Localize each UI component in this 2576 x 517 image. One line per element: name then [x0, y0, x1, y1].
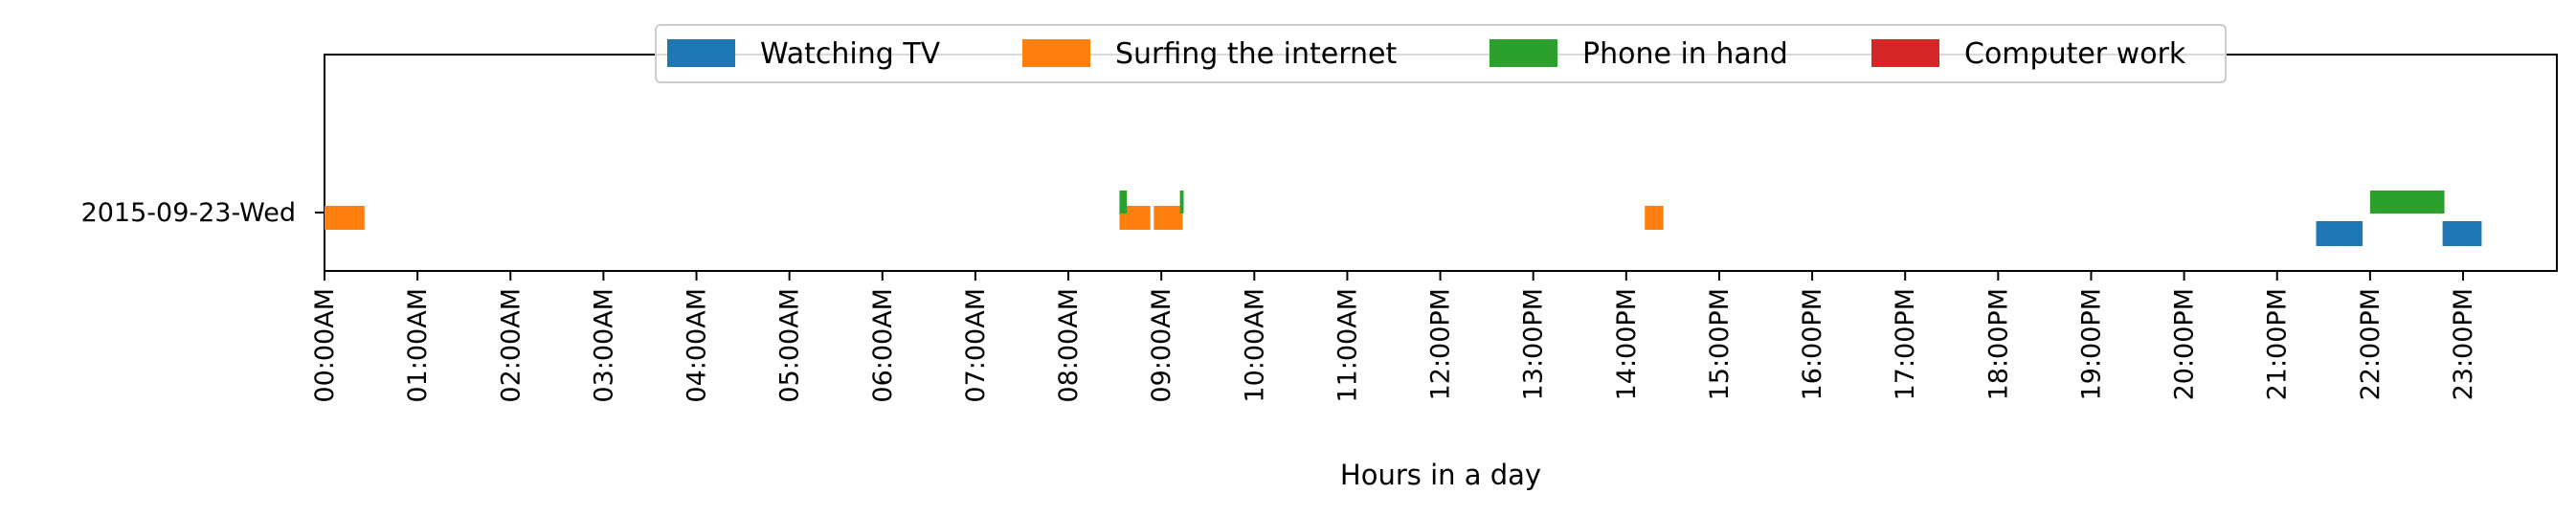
bar-surfing-the-internet-0: [325, 206, 365, 230]
x-axis: 00:00AM 01:00AM 02:00AM 03:00AM 04:00AM 05:00…: [310, 271, 2478, 403]
legend-label: Phone in hand: [1582, 37, 1788, 71]
x-tick-label: 03:00AM: [589, 288, 618, 403]
bars-layer: [325, 191, 2482, 246]
legend-label: Watching TV: [760, 37, 941, 71]
x-tick-label: 17:00PM: [1891, 288, 1920, 400]
x-axis-title: Hours in a day: [1340, 459, 1541, 491]
x-tick-label: 05:00AM: [775, 288, 805, 403]
x-tick-label: 00:00AM: [310, 288, 340, 403]
x-tick-label: 09:00AM: [1147, 288, 1176, 403]
bar-surfing-the-internet-3: [1645, 206, 1664, 230]
x-tick-label: 14:00PM: [1612, 288, 1642, 400]
x-tick-label: 21:00PM: [2263, 288, 2293, 400]
x-tick-label: 11:00AM: [1333, 288, 1362, 403]
bar-watching-tv-1: [2442, 221, 2482, 246]
bar-watching-tv-0: [2316, 221, 2363, 246]
x-tick-label: 01:00AM: [403, 288, 433, 403]
x-tick-label: 02:00AM: [496, 288, 526, 403]
legend-swatch-phone-in-hand: [1490, 39, 1557, 67]
x-tick-label: 23:00PM: [2449, 288, 2478, 400]
legend-label: Computer work: [1964, 37, 2186, 71]
x-tick-label: 15:00PM: [1705, 288, 1735, 400]
bar-phone-in-hand-1: [1179, 191, 1184, 214]
x-tick-label: 22:00PM: [2356, 288, 2386, 400]
x-tick-label: 10:00AM: [1240, 288, 1269, 403]
legend: Watching TV Surfing the internet Phone in …: [655, 24, 2227, 83]
legend-swatch-surfing-the-internet: [1022, 39, 1090, 67]
x-tick-label: 12:00PM: [1426, 288, 1456, 400]
x-tick-label: 18:00PM: [1983, 288, 2013, 400]
bar-phone-in-hand-0: [1119, 191, 1128, 214]
x-tick-label: 06:00AM: [868, 288, 898, 403]
x-tick-label: 13:00PM: [1519, 288, 1549, 400]
y-tick-label: 2015-09-23-Wed: [81, 198, 296, 228]
x-tick-label: 20:00PM: [2170, 288, 2200, 400]
x-tick-label: 16:00PM: [1798, 288, 1827, 400]
x-tick-label: 08:00AM: [1054, 288, 1084, 403]
bar-surfing-the-internet-2: [1154, 206, 1183, 230]
x-tick-label: 07:00AM: [961, 288, 991, 403]
plot-area: [324, 54, 2558, 272]
legend-swatch-computer-work: [1871, 39, 1939, 67]
y-axis: 2015-09-23-Wed: [81, 198, 325, 228]
x-tick-label: 04:00AM: [683, 288, 712, 403]
legend-swatch-watching-tv: [667, 39, 735, 67]
bar-phone-in-hand-2: [2369, 191, 2445, 214]
legend-label: Surfing the internet: [1115, 37, 1397, 71]
x-tick-label: 19:00PM: [2076, 288, 2106, 400]
